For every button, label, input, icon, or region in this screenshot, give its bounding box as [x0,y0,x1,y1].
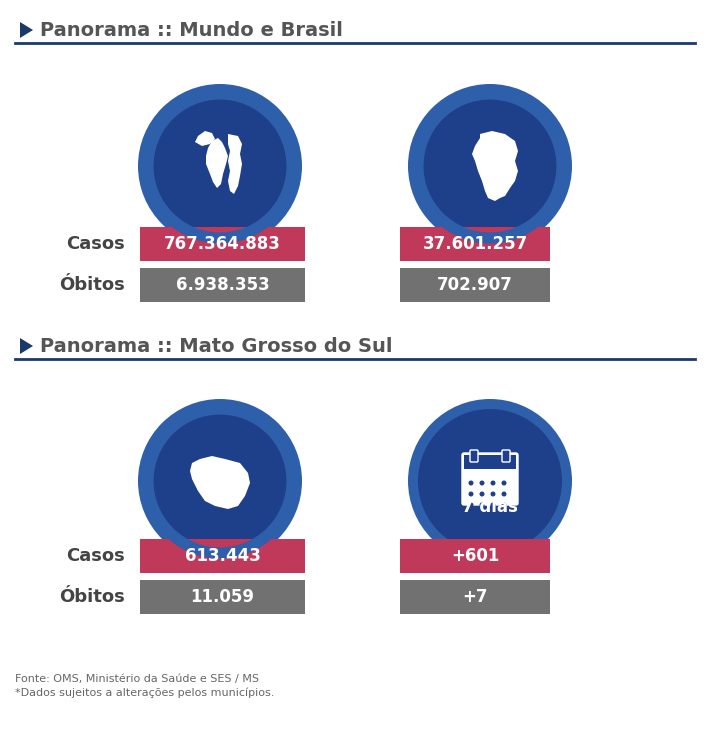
Circle shape [469,503,474,508]
Circle shape [148,409,292,553]
Text: Panorama :: Mato Grosso do Sul: Panorama :: Mato Grosso do Sul [40,336,393,355]
Text: 7 dias: 7 dias [462,498,518,516]
Text: Óbitos: Óbitos [59,276,125,294]
Polygon shape [20,338,33,354]
Polygon shape [472,131,518,201]
Circle shape [501,492,506,497]
Circle shape [491,481,496,486]
FancyBboxPatch shape [502,450,510,462]
Text: 767.364.883: 767.364.883 [164,235,281,253]
Text: Fonte: OMS, Ministério da Saúde e SES / MS: Fonte: OMS, Ministério da Saúde e SES / … [15,674,259,684]
Polygon shape [190,456,250,509]
Circle shape [501,503,506,508]
Circle shape [408,399,572,563]
FancyBboxPatch shape [140,539,305,573]
Circle shape [418,409,562,553]
FancyBboxPatch shape [400,539,550,573]
Circle shape [138,84,302,248]
Circle shape [408,84,572,248]
Circle shape [491,503,496,508]
Text: 11.059: 11.059 [190,588,254,606]
Text: 37.601.257: 37.601.257 [422,235,528,253]
Text: Panorama :: Mundo e Brasil: Panorama :: Mundo e Brasil [40,21,343,40]
Text: 613.443: 613.443 [185,547,261,565]
Polygon shape [228,134,242,194]
Text: 6.938.353: 6.938.353 [175,276,269,294]
Circle shape [501,481,506,486]
Circle shape [138,399,302,563]
Text: +601: +601 [451,547,499,565]
Circle shape [479,481,484,486]
Circle shape [469,481,474,486]
FancyBboxPatch shape [464,455,516,469]
Circle shape [479,492,484,497]
Text: *Dados sujeitos a alterações pelos municípios.: *Dados sujeitos a alterações pelos munic… [15,687,274,698]
Text: Casos: Casos [66,235,125,253]
Text: 702.907: 702.907 [437,276,513,294]
Circle shape [491,492,496,497]
FancyBboxPatch shape [400,227,550,261]
Text: Óbitos: Óbitos [59,588,125,606]
FancyBboxPatch shape [140,268,305,302]
FancyBboxPatch shape [462,453,518,505]
FancyBboxPatch shape [400,268,550,302]
Text: +7: +7 [462,588,488,606]
Circle shape [418,94,562,238]
FancyBboxPatch shape [470,450,478,462]
Circle shape [479,503,484,508]
Circle shape [148,94,292,238]
FancyBboxPatch shape [140,580,305,614]
Text: Casos: Casos [66,547,125,565]
Polygon shape [195,131,215,146]
Polygon shape [206,138,228,188]
Circle shape [469,492,474,497]
Polygon shape [20,22,33,38]
FancyBboxPatch shape [140,227,305,261]
FancyBboxPatch shape [400,580,550,614]
